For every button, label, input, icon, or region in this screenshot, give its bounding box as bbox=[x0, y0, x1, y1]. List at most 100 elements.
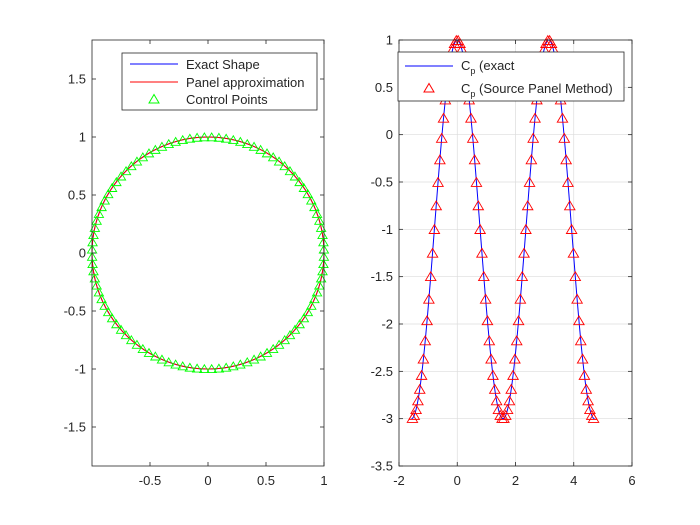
control-point-marker bbox=[156, 354, 168, 364]
cp-panel-marker bbox=[518, 247, 531, 258]
cp-panel-marker bbox=[488, 383, 501, 394]
cp-panel-marker bbox=[479, 293, 492, 304]
cp-panel-marker bbox=[430, 200, 443, 211]
control-point-marker bbox=[311, 287, 323, 297]
control-point-marker bbox=[125, 334, 137, 345]
control-point-marker bbox=[206, 132, 218, 142]
control-point-marker bbox=[206, 363, 218, 374]
control-point-marker bbox=[213, 132, 225, 142]
cp-panel-marker bbox=[576, 353, 589, 364]
y-tick-label: -1 bbox=[74, 362, 86, 377]
cp-panel-marker bbox=[529, 112, 542, 123]
control-point-marker bbox=[96, 294, 107, 304]
control-point-marker bbox=[191, 363, 203, 373]
y-tick-label: 0.5 bbox=[375, 80, 393, 95]
cp-panel-marker bbox=[507, 369, 520, 380]
cp-panel-marker bbox=[519, 223, 532, 234]
control-point-marker bbox=[294, 176, 305, 187]
control-point-marker bbox=[88, 229, 99, 239]
control-point-marker bbox=[234, 359, 246, 369]
control-point-marker bbox=[106, 313, 118, 323]
control-point-marker bbox=[156, 141, 168, 151]
cp-axes: -2 0 2 4 6 -3.5 -3 -2.5 -2 -1.5 -1 -0.5 0 0.5 1 Cp (ex… bbox=[371, 33, 636, 489]
cp-panel-marker bbox=[481, 314, 494, 326]
shape-axes-box bbox=[91, 39, 325, 467]
cp-panel-marker bbox=[433, 154, 446, 165]
y-tick-label: -0.5 bbox=[371, 175, 393, 190]
control-point-marker bbox=[317, 229, 328, 239]
control-point-marker bbox=[149, 144, 161, 154]
control-point-marker bbox=[88, 266, 99, 276]
cp-panel-marker bbox=[410, 403, 423, 415]
y-tick-label: 0 bbox=[79, 246, 86, 261]
control-point-marker bbox=[131, 339, 143, 349]
control-point-marker bbox=[309, 201, 320, 212]
y-tick-label: 0.5 bbox=[68, 188, 86, 203]
cp-panel-marker bbox=[556, 112, 569, 123]
control-point-marker bbox=[227, 134, 239, 144]
cp-panel-marker bbox=[501, 403, 514, 415]
cp-panel-marker bbox=[571, 293, 584, 304]
control-point-marker bbox=[149, 351, 161, 361]
control-point-marker bbox=[313, 280, 325, 290]
control-point-marker bbox=[102, 188, 114, 199]
control-point-marker bbox=[273, 339, 285, 349]
y-tick-label: 1 bbox=[79, 130, 86, 145]
legend-cp-panel-label: Cp (Source Panel Method) bbox=[461, 81, 613, 99]
cp-panel-marker bbox=[424, 270, 437, 282]
control-point-marker bbox=[143, 347, 155, 357]
control-point-marker bbox=[91, 215, 103, 225]
cp-panel-marker bbox=[466, 132, 479, 143]
cp-panel-marker bbox=[415, 369, 428, 380]
shape-axes-background bbox=[92, 40, 324, 466]
control-point-marker bbox=[106, 182, 118, 192]
cp-panel-marker bbox=[523, 176, 536, 187]
cp-panel-marker bbox=[560, 154, 573, 165]
control-point-marker bbox=[198, 132, 210, 142]
cp-panel-marker bbox=[569, 270, 582, 282]
control-point-marker bbox=[220, 133, 232, 143]
control-point-marker bbox=[177, 134, 189, 144]
control-point-marker bbox=[99, 300, 111, 310]
y-tick-label: -2 bbox=[381, 317, 393, 332]
cp-panel-marker bbox=[563, 200, 576, 211]
shape-axes-ticks: -0.5 0 0.5 1 -1.5 -1 -0.5 0 0.5 1 1.5 bbox=[64, 40, 328, 488]
cp-panel-marker bbox=[421, 314, 434, 326]
control-point-marker bbox=[120, 329, 132, 340]
cp-panel-marker bbox=[512, 314, 525, 326]
control-point-marker bbox=[115, 324, 127, 334]
cp-panel-marker bbox=[565, 223, 578, 234]
cp-panel-marker bbox=[472, 200, 485, 211]
cp-panel-marker bbox=[514, 293, 527, 304]
y-tick-label: -1 bbox=[381, 222, 393, 237]
y-tick-label: 1.5 bbox=[68, 72, 86, 87]
cp-panel-marker bbox=[417, 353, 430, 364]
control-point-marker bbox=[125, 161, 137, 171]
x-tick-label: 2 bbox=[512, 473, 519, 488]
y-tick-label: -1.5 bbox=[64, 420, 86, 435]
control-point-marker bbox=[120, 165, 132, 176]
control-point-marker bbox=[143, 148, 155, 158]
x-tick-label: 6 bbox=[628, 473, 635, 488]
control-point-marker bbox=[111, 176, 122, 187]
control-point-marker bbox=[284, 329, 296, 340]
control-point-marker bbox=[302, 188, 314, 199]
cp-panel-marker bbox=[516, 270, 529, 282]
control-point-marker bbox=[115, 171, 127, 181]
cp-panel-marker bbox=[521, 200, 534, 211]
x-tick-label: -2 bbox=[393, 473, 405, 488]
control-point-marker bbox=[248, 141, 260, 151]
control-point-marker bbox=[184, 133, 196, 143]
cp-panel-marker bbox=[574, 335, 587, 346]
control-point-marker bbox=[241, 138, 253, 149]
cp-legend-box bbox=[397, 51, 625, 102]
cp-panel-marker bbox=[572, 314, 585, 326]
y-tick-label: -3 bbox=[381, 411, 393, 426]
control-point-marker bbox=[234, 136, 246, 146]
control-point-marker bbox=[311, 208, 323, 218]
control-point-marker bbox=[170, 136, 182, 146]
control-point-marker bbox=[111, 319, 122, 329]
cp-panel-marker bbox=[435, 132, 448, 143]
control-point-marker bbox=[213, 363, 225, 373]
